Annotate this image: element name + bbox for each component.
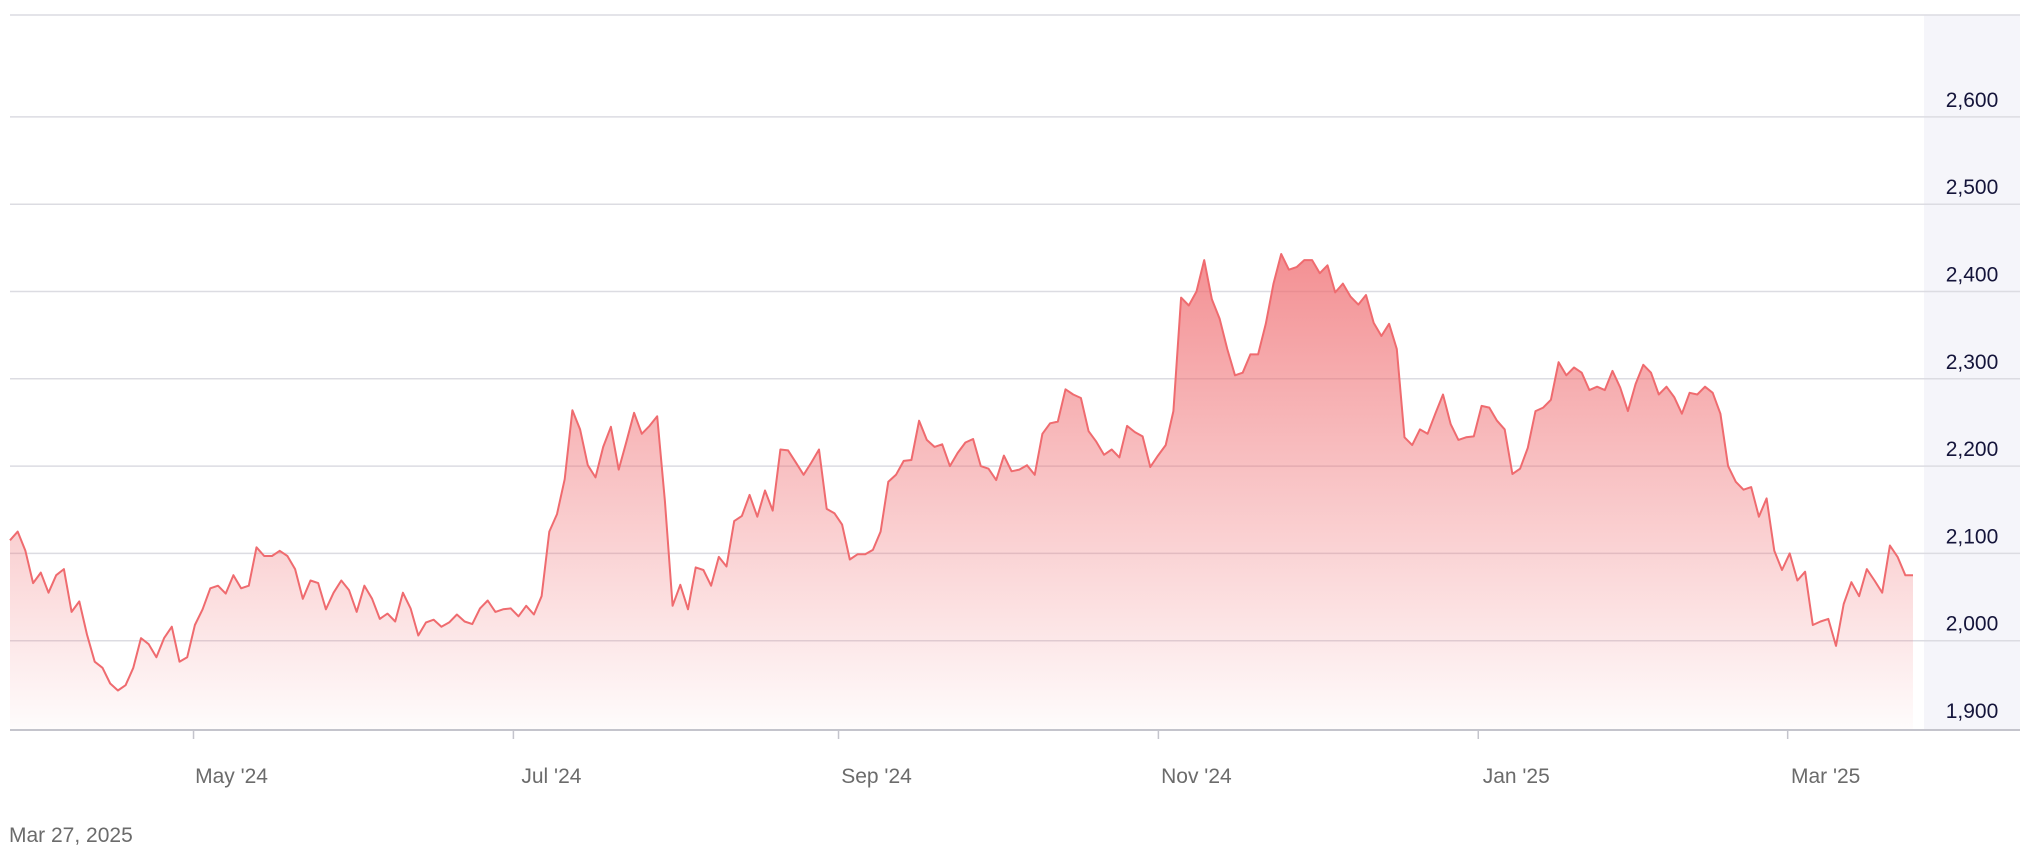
y-axis: 1,900 2,000 2,100 2,200 2,300 2,400 2,500 2,600: [1946, 89, 1999, 723]
x-axis: May '24 Jul '24 Sep '24 Nov '24 Jan '25 Mar '…: [10, 729, 2020, 788]
x-tick-label: May '24: [195, 765, 268, 788]
y-tick-label: 2,200: [1946, 438, 1999, 461]
series-line: [9, 253, 1913, 692]
y-tick-label: 1,900: [1946, 700, 1999, 723]
y-tick-label: 2,600: [1946, 89, 1999, 112]
y-tick-label: 2,400: [1946, 264, 1999, 287]
x-tick-label: Jan '25: [1483, 765, 1550, 788]
y-tick-label: 2,000: [1946, 613, 1999, 636]
series-area: [10, 254, 1913, 730]
y-axis-panel: [1924, 15, 2020, 730]
x-tick-label: Jul '24: [521, 765, 581, 788]
y-tick-label: 2,500: [1946, 176, 1999, 199]
x-tick-label: Nov '24: [1161, 765, 1232, 788]
x-tick-label: Mar '25: [1791, 765, 1860, 788]
y-tick-label: 2,300: [1946, 351, 1999, 374]
y-tick-label: 2,100: [1946, 525, 1999, 548]
as-of-date: Mar 27, 2025: [9, 824, 133, 847]
x-tick-label: Sep '24: [841, 765, 912, 788]
